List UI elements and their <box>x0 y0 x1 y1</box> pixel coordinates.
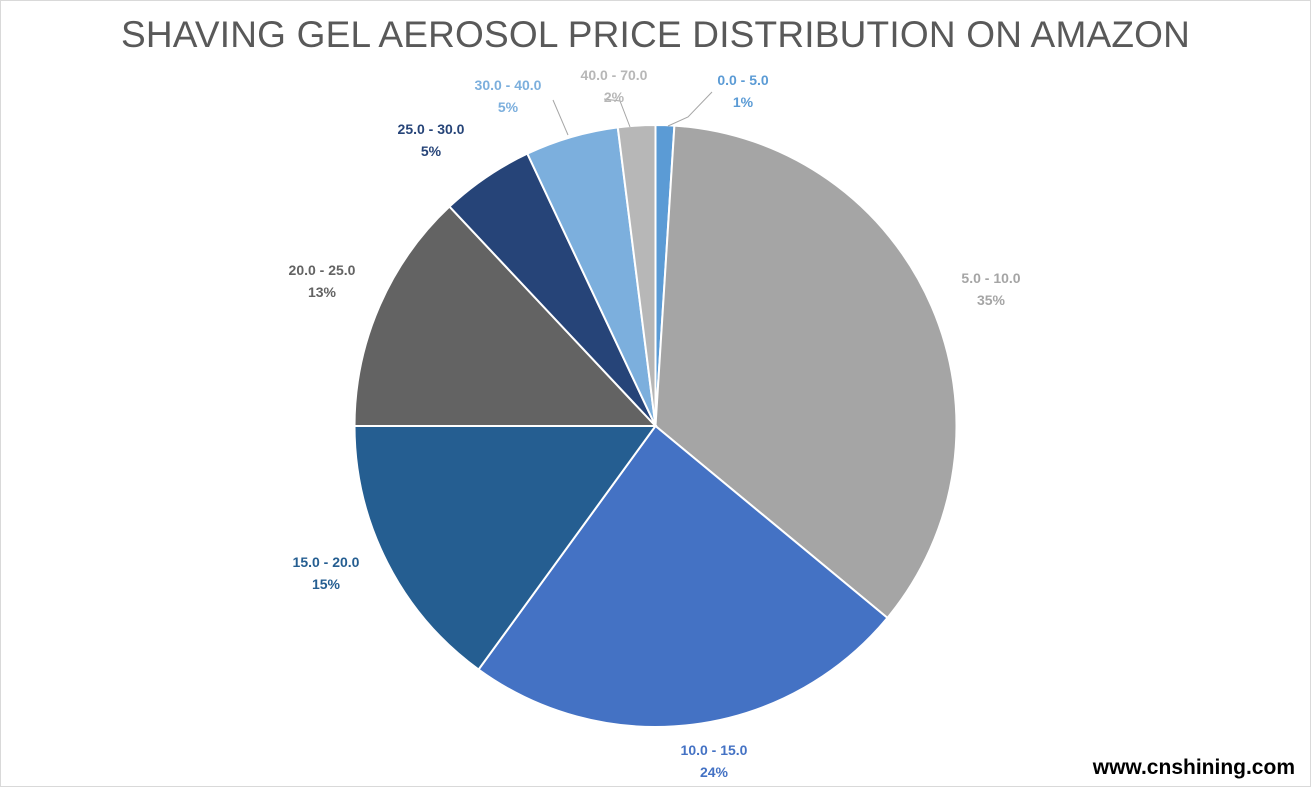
pie-slice-15-0-20-0 <box>353 425 658 671</box>
data-label-category: 25.0 - 30.0 <box>398 121 465 137</box>
data-label-percent: 1% <box>733 94 754 110</box>
leader-line <box>552 99 569 136</box>
data-label-category: 15.0 - 20.0 <box>293 554 360 570</box>
data-label-percent: 13% <box>308 284 337 300</box>
leader-line <box>667 91 713 127</box>
data-label-percent: 5% <box>421 143 442 159</box>
leader-line <box>603 98 631 128</box>
data-label-category: 20.0 - 25.0 <box>289 262 356 278</box>
pie-slice-40-0-70-0 <box>616 123 657 427</box>
data-label-percent: 5% <box>498 99 519 115</box>
data-label-percent: 35% <box>977 292 1006 308</box>
data-label-category: 5.0 - 10.0 <box>961 270 1020 286</box>
data-label-category: 10.0 - 15.0 <box>681 742 748 758</box>
pie-slice-10-0-15-0 <box>477 424 889 728</box>
data-label-category: 0.0 - 5.0 <box>717 72 769 88</box>
chart-title: SHAVING GEL AEROSOL PRICE DISTRIBUTION O… <box>120 14 1191 55</box>
data-label-percent: 15% <box>312 576 341 592</box>
data-label-percent: 2% <box>604 89 625 105</box>
pie-slice-5-0-10-0 <box>654 124 958 620</box>
data-label-category: 40.0 - 70.0 <box>581 67 648 83</box>
data-label-category: 30.0 - 40.0 <box>475 77 542 93</box>
pie-slice-20-0-25-0 <box>353 205 658 427</box>
watermark: www.cnshining.com <box>1092 756 1295 779</box>
data-label-percent: 24% <box>700 764 729 780</box>
